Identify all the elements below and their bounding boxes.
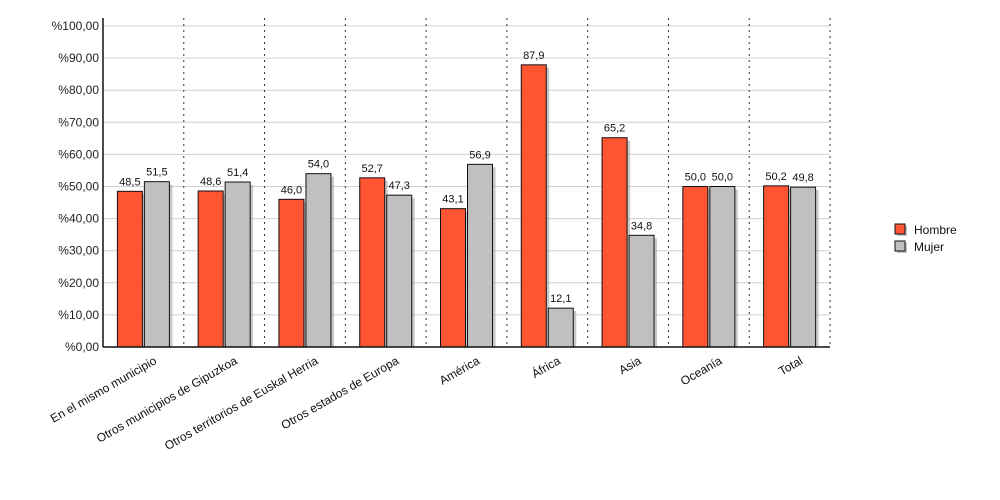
- bar-hombre: [601, 137, 628, 348]
- bar-hombre: [682, 186, 709, 348]
- bar-mujer: [467, 163, 493, 348]
- y-tick-label: %20,00: [58, 276, 99, 290]
- data-label: 65,2: [604, 123, 625, 135]
- y-tick-label: %30,00: [58, 244, 99, 258]
- x-tick-label: Otros municipios de Gipuzkoa: [94, 353, 240, 445]
- data-label: 50,0: [712, 172, 733, 184]
- data-label: 87,9: [523, 50, 544, 62]
- legend: Hombre Mujer: [894, 223, 957, 254]
- data-label: 34,8: [631, 220, 652, 232]
- bar-mujer: [628, 234, 655, 348]
- data-label: 47,3: [389, 180, 410, 192]
- data-label: 54,0: [308, 159, 329, 171]
- bar-mujer: [305, 173, 332, 348]
- data-label: 48,5: [119, 176, 140, 188]
- x-tick-label: África: [529, 352, 563, 380]
- x-tick-label: Otros territorios de Euskal Herria: [162, 353, 321, 453]
- data-label: 50,2: [765, 171, 786, 183]
- data-label: 56,9: [469, 149, 490, 161]
- bars: 48,5 51,5 48,6 51,4 46,0 54,0 52,7 47,3 43,1 56,9…: [116, 50, 819, 348]
- data-label: 43,1: [442, 194, 463, 206]
- y-tick-label: %0,00: [65, 340, 99, 354]
- y-tick-label: %70,00: [58, 115, 99, 129]
- bar-mujer: [143, 181, 170, 348]
- y-tick-label: %80,00: [58, 83, 99, 97]
- data-label: 50,0: [685, 172, 706, 184]
- bar-hombre: [278, 198, 305, 348]
- data-label: 49,8: [792, 172, 813, 184]
- bar-mujer: [547, 307, 574, 348]
- x-tick-label: Asia: [616, 353, 643, 377]
- bar-mujer: [224, 181, 251, 348]
- bar-hombre: [763, 185, 790, 348]
- legend-swatch-mujer: [894, 240, 906, 252]
- x-tick-label: América: [437, 353, 482, 387]
- x-tick-label: Oceanía: [678, 353, 725, 388]
- y-tick-label: %60,00: [58, 147, 99, 161]
- data-label: 51,5: [146, 167, 167, 179]
- legend-label: Hombre: [914, 223, 957, 237]
- bar-hombre: [116, 190, 143, 348]
- data-label: 48,6: [200, 176, 221, 188]
- bar-mujer: [709, 186, 736, 348]
- legend-swatch-hombre: [894, 223, 906, 235]
- y-axis-ticks: %0,00 %10,00 %20,00 %30,00 %40,00 %50,00 %60,0…: [52, 19, 100, 354]
- bar-hombre: [520, 64, 547, 348]
- data-label: 46,0: [281, 184, 302, 196]
- y-tick-label: %10,00: [58, 308, 99, 322]
- y-tick-label: %90,00: [58, 51, 99, 65]
- legend-label: Mujer: [914, 240, 944, 254]
- data-label: 52,7: [362, 163, 383, 175]
- y-tick-label: %50,00: [58, 180, 99, 194]
- axes: [102, 18, 830, 348]
- bar-hombre: [359, 177, 386, 348]
- x-tick-label: Total: [776, 353, 805, 378]
- data-label: 51,4: [227, 167, 248, 179]
- y-tick-label: %40,00: [58, 212, 99, 226]
- bar-mujer: [386, 194, 413, 348]
- bar-mujer: [790, 186, 817, 348]
- bar-hombre: [197, 190, 224, 348]
- data-label: 12,1: [550, 293, 571, 305]
- bar-hombre: [440, 208, 466, 348]
- y-tick-label: %100,00: [52, 19, 100, 33]
